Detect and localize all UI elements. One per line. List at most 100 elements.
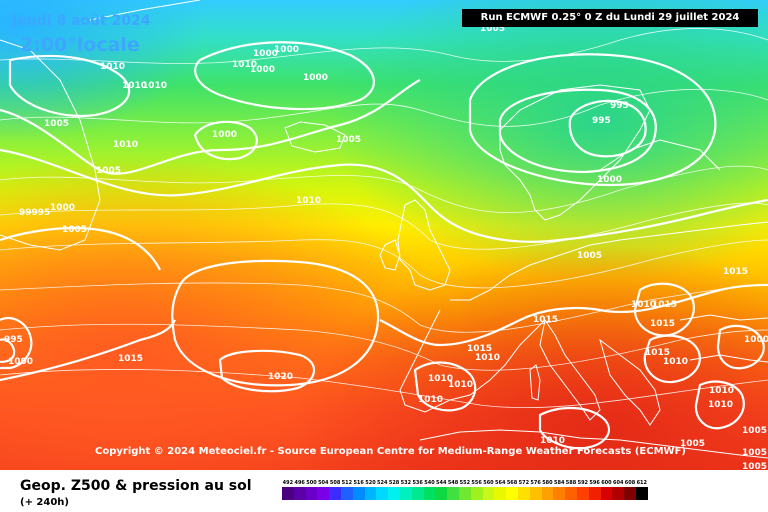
legend-cell: 604	[612, 478, 625, 502]
isobar-label: 995	[592, 116, 611, 126]
legend-tick-label: 544	[436, 480, 447, 486]
isobar-label: 1010	[142, 81, 167, 91]
forecast-date: Jeudi 8 août 2024	[12, 13, 151, 29]
legend-tick-label: 588	[565, 480, 577, 486]
legend-swatch	[329, 487, 341, 500]
isobar-label: 1015	[118, 354, 143, 364]
legend-swatch	[470, 487, 483, 500]
legend-swatch	[635, 487, 648, 500]
isobar-label: 1010	[100, 62, 125, 72]
legend-cell: 560	[482, 478, 495, 502]
legend-swatch	[529, 487, 542, 500]
legend-tick-label: 536	[412, 480, 423, 486]
isobar-label: 1000	[597, 175, 622, 185]
isobar-label: 1010	[418, 395, 443, 405]
product-title: Geop. Z500 & pression au sol	[20, 478, 252, 494]
legend-tick-label: 600	[601, 480, 612, 486]
isobar-label: 1010	[122, 81, 147, 91]
legend-tick-label: 492	[282, 480, 294, 486]
geopotential-field	[0, 0, 768, 470]
isobar-label: 1015	[645, 348, 670, 358]
isobar-label: 1000	[50, 203, 75, 213]
isobar-label: 995	[4, 335, 23, 345]
isobar-label: 1000	[250, 65, 275, 75]
isobar-label: 1015	[467, 344, 492, 354]
forecast-time: 2:00°locale	[20, 34, 140, 56]
legend-cell: 568	[506, 478, 518, 502]
isobar-label: 1010	[113, 140, 138, 150]
isobar-label: 1000	[744, 335, 768, 345]
isobar-label: 1020	[268, 372, 293, 382]
legend-tick-label: 596	[589, 480, 600, 486]
legend-cell: 500	[305, 478, 318, 502]
legend-tick-label: 500	[306, 480, 317, 486]
legend-cell: 504	[317, 478, 330, 502]
legend-tick-label: 556	[471, 480, 482, 486]
legend-swatch	[612, 487, 625, 500]
legend-cell: 592	[576, 478, 589, 502]
model-run-banner: Run ECMWF 0.25° 0 Z du Lundi 29 juillet …	[462, 9, 758, 27]
isobar-label: 1005	[44, 119, 69, 129]
legend-tick-label: 496	[294, 480, 305, 486]
isobar-label: 1005	[742, 426, 767, 436]
isobar-label: 1010	[708, 400, 733, 410]
legend-swatch	[340, 487, 353, 500]
isobar-label: 1000	[212, 130, 237, 140]
legend-tick-label: 540	[424, 480, 435, 486]
legend-tick-label: 576	[530, 480, 541, 486]
isobar-label: 1015	[533, 315, 558, 325]
legend-tick-label: 592	[577, 480, 589, 486]
legend-cell: 584	[553, 478, 566, 502]
legend-cell: 600	[600, 478, 613, 502]
isobar-label: 1005	[336, 135, 361, 145]
legend-swatch	[576, 487, 589, 500]
legend-tick-label: 532	[400, 480, 412, 486]
legend-cell: 508	[329, 478, 341, 502]
geopotential-contours	[0, 28, 768, 409]
legend-tick-label: 568	[506, 480, 518, 486]
legend-cell: 520	[364, 478, 377, 502]
isobar-label: 995	[610, 101, 629, 111]
legend-swatch	[293, 487, 306, 500]
lead-time: (+ 240h)	[20, 497, 69, 508]
legend-cell: 536	[411, 478, 424, 502]
legend-tick-label: 572	[518, 480, 530, 486]
isobar-label: 1005	[742, 448, 767, 458]
legend-tick-label: 512	[341, 480, 353, 486]
legend-swatch	[541, 487, 554, 500]
legend-swatch	[565, 487, 577, 500]
legend-tick-label: 564	[495, 480, 506, 486]
isobar-label: 1005	[680, 439, 705, 449]
legend-swatch	[423, 487, 436, 500]
legend-cell: 552	[458, 478, 471, 502]
legend-cell: 528	[388, 478, 400, 502]
legend-swatch	[352, 487, 365, 500]
weather-map: 1005 1000 1000 1010 1010 1000 1010 1010 …	[0, 0, 768, 470]
legend-swatch	[458, 487, 471, 500]
legend-swatch	[411, 487, 424, 500]
isobar-label: 1000	[303, 73, 328, 83]
legend-tick-label: 608	[624, 480, 636, 486]
legend-tick-label: 528	[388, 480, 400, 486]
isobar-label: 1010	[428, 374, 453, 384]
isobar-label: 1015	[723, 267, 748, 277]
legend-cell: 608	[624, 478, 636, 502]
isobar-label: 1005	[742, 462, 767, 470]
map-canvas: 1005 1000 1000 1010 1010 1000 1010 1010 …	[0, 0, 768, 470]
legend-swatch	[388, 487, 400, 500]
legend-cell: 544	[435, 478, 448, 502]
legend-swatch	[317, 487, 330, 500]
legend-swatch	[553, 487, 566, 500]
legend-tick-label: 560	[483, 480, 494, 486]
legend-cell: 492	[282, 478, 294, 502]
isobar-label: 1005	[577, 251, 602, 261]
legend-swatch	[517, 487, 530, 500]
isobar-label: 1010	[631, 300, 656, 310]
legend-tick-label: 504	[318, 480, 329, 486]
isobar-label: 1010	[448, 380, 473, 390]
isobar-label: 1010	[232, 60, 257, 70]
legend-cell: 532	[399, 478, 412, 502]
isobar-label: 1005	[96, 166, 121, 176]
color-legend: 492 496 500 504 508 512 516 520 524 528 532 536 540 5…	[282, 478, 648, 502]
isobar-label: 1000	[274, 45, 299, 55]
